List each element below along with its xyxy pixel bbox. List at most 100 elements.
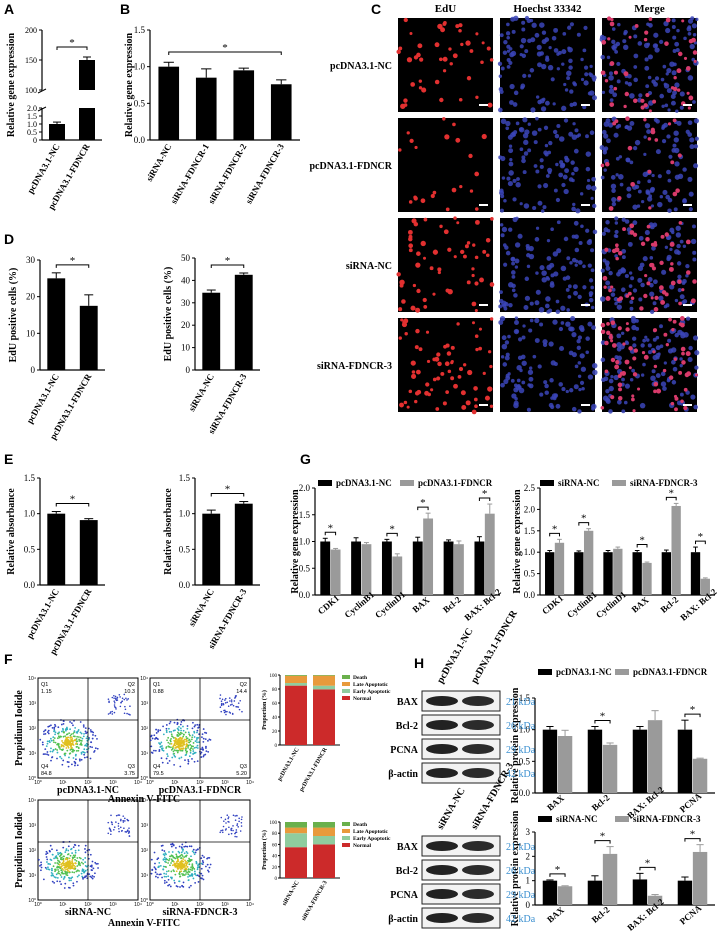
significance-star: * [420, 497, 426, 509]
y-tick-label: 0.5 [134, 98, 146, 108]
hoechst-nucleus [602, 129, 607, 135]
event-dot [187, 762, 190, 765]
edu-nucleus [456, 221, 460, 225]
y-tick-label: 10⁴ [28, 676, 36, 682]
event-dot [151, 737, 154, 740]
event-dot [179, 727, 182, 730]
hoechst-nucleus [636, 180, 641, 185]
merged-nucleus [614, 364, 620, 370]
event-dot [163, 879, 166, 882]
event-dot [82, 735, 85, 738]
event-dot [61, 763, 64, 766]
edu-nucleus [411, 370, 416, 374]
x-tick-label: pcDNA3.1-NC [24, 587, 61, 640]
edu-nucleus [489, 364, 493, 369]
x-axis-label: Annexin V-FITC [108, 794, 180, 805]
micrograph-merge [599, 116, 700, 213]
hoechst-nucleus [679, 239, 684, 244]
hoechst-nucleus [657, 174, 662, 179]
hoechst-nucleus [548, 45, 552, 50]
edu-nucleus [475, 32, 479, 36]
hoechst-nucleus [500, 233, 505, 238]
hoechst-nucleus [558, 172, 564, 178]
event-dot [70, 763, 73, 766]
event-dot [223, 820, 225, 822]
hoechst-nucleus [511, 29, 516, 34]
panel-label-g: G [300, 451, 311, 467]
event-dot [239, 830, 242, 832]
hoechst-nucleus [682, 244, 687, 248]
y-tick-label: 1.5 [24, 473, 36, 483]
hoechst-nucleus [587, 374, 594, 380]
hoechst-nucleus [621, 409, 626, 414]
bar [79, 305, 98, 370]
hoechst-nucleus [627, 81, 633, 87]
x-tick-label: BAX [630, 594, 651, 614]
event-dot [183, 845, 186, 848]
hoechst-nucleus [633, 146, 638, 151]
event-dot [77, 730, 79, 733]
bar [195, 77, 217, 140]
merged-nucleus [679, 316, 685, 321]
hoechst-nucleus [592, 203, 597, 209]
event-dot [51, 880, 54, 883]
event-dot [154, 868, 157, 871]
edu-nucleus [460, 390, 466, 396]
bar [49, 124, 65, 140]
micrograph-hoechst-33342 [498, 216, 598, 314]
hoechst-nucleus [505, 120, 511, 127]
hoechst-nucleus [505, 31, 511, 36]
event-dot [89, 729, 92, 731]
hoechst-nucleus [571, 172, 575, 176]
event-dot [207, 870, 210, 873]
hoechst-nucleus [529, 318, 534, 323]
hoechst-nucleus [585, 350, 589, 355]
edu-nucleus [471, 321, 476, 325]
event-dot [107, 821, 110, 824]
edu-nucleus [473, 386, 478, 391]
edu-nucleus [408, 234, 413, 239]
hoechst-nucleus [641, 199, 645, 204]
hoechst-nucleus [501, 176, 506, 180]
stack-segment-normal [313, 689, 335, 745]
event-dot [183, 733, 185, 736]
event-dot [84, 875, 87, 878]
merged-nucleus [668, 266, 674, 272]
event-dot [171, 842, 174, 845]
y-tick-label: 0 [33, 136, 37, 145]
hoechst-nucleus [506, 22, 510, 27]
event-dot [184, 859, 186, 862]
event-dot [77, 849, 80, 852]
edu-nucleus [450, 345, 455, 350]
event-dot [161, 849, 164, 852]
edu-nucleus [450, 376, 455, 381]
hoechst-nucleus [618, 174, 624, 180]
hoechst-nucleus [631, 324, 637, 331]
x-tick-label: CDK1 [540, 593, 566, 617]
merged-nucleus [643, 293, 648, 299]
event-dot [170, 845, 173, 848]
event-dot [76, 731, 79, 734]
hoechst-nucleus [601, 377, 606, 383]
hoechst-nucleus [560, 305, 566, 311]
event-dot [224, 702, 227, 704]
hoechst-nucleus [621, 377, 625, 382]
bar [474, 541, 485, 595]
hoechst-nucleus [561, 105, 567, 111]
event-dot [189, 744, 192, 746]
merged-nucleus [662, 368, 667, 373]
edu-nucleus [447, 247, 452, 252]
merged-nucleus [629, 230, 635, 235]
event-dot [202, 728, 205, 730]
hoechst-nucleus [590, 248, 595, 253]
x-tick-label: pcDNA3.1-FDNCR [299, 746, 329, 792]
hoechst-nucleus [534, 338, 540, 344]
event-dot [73, 856, 76, 858]
hoechst-nucleus [563, 118, 569, 123]
event-dot [170, 862, 172, 864]
hoechst-nucleus [649, 282, 654, 288]
hoechst-nucleus [630, 315, 636, 321]
hoechst-nucleus [541, 270, 547, 276]
y-tick-label: 0.0 [24, 580, 36, 590]
hoechst-nucleus [690, 394, 696, 400]
